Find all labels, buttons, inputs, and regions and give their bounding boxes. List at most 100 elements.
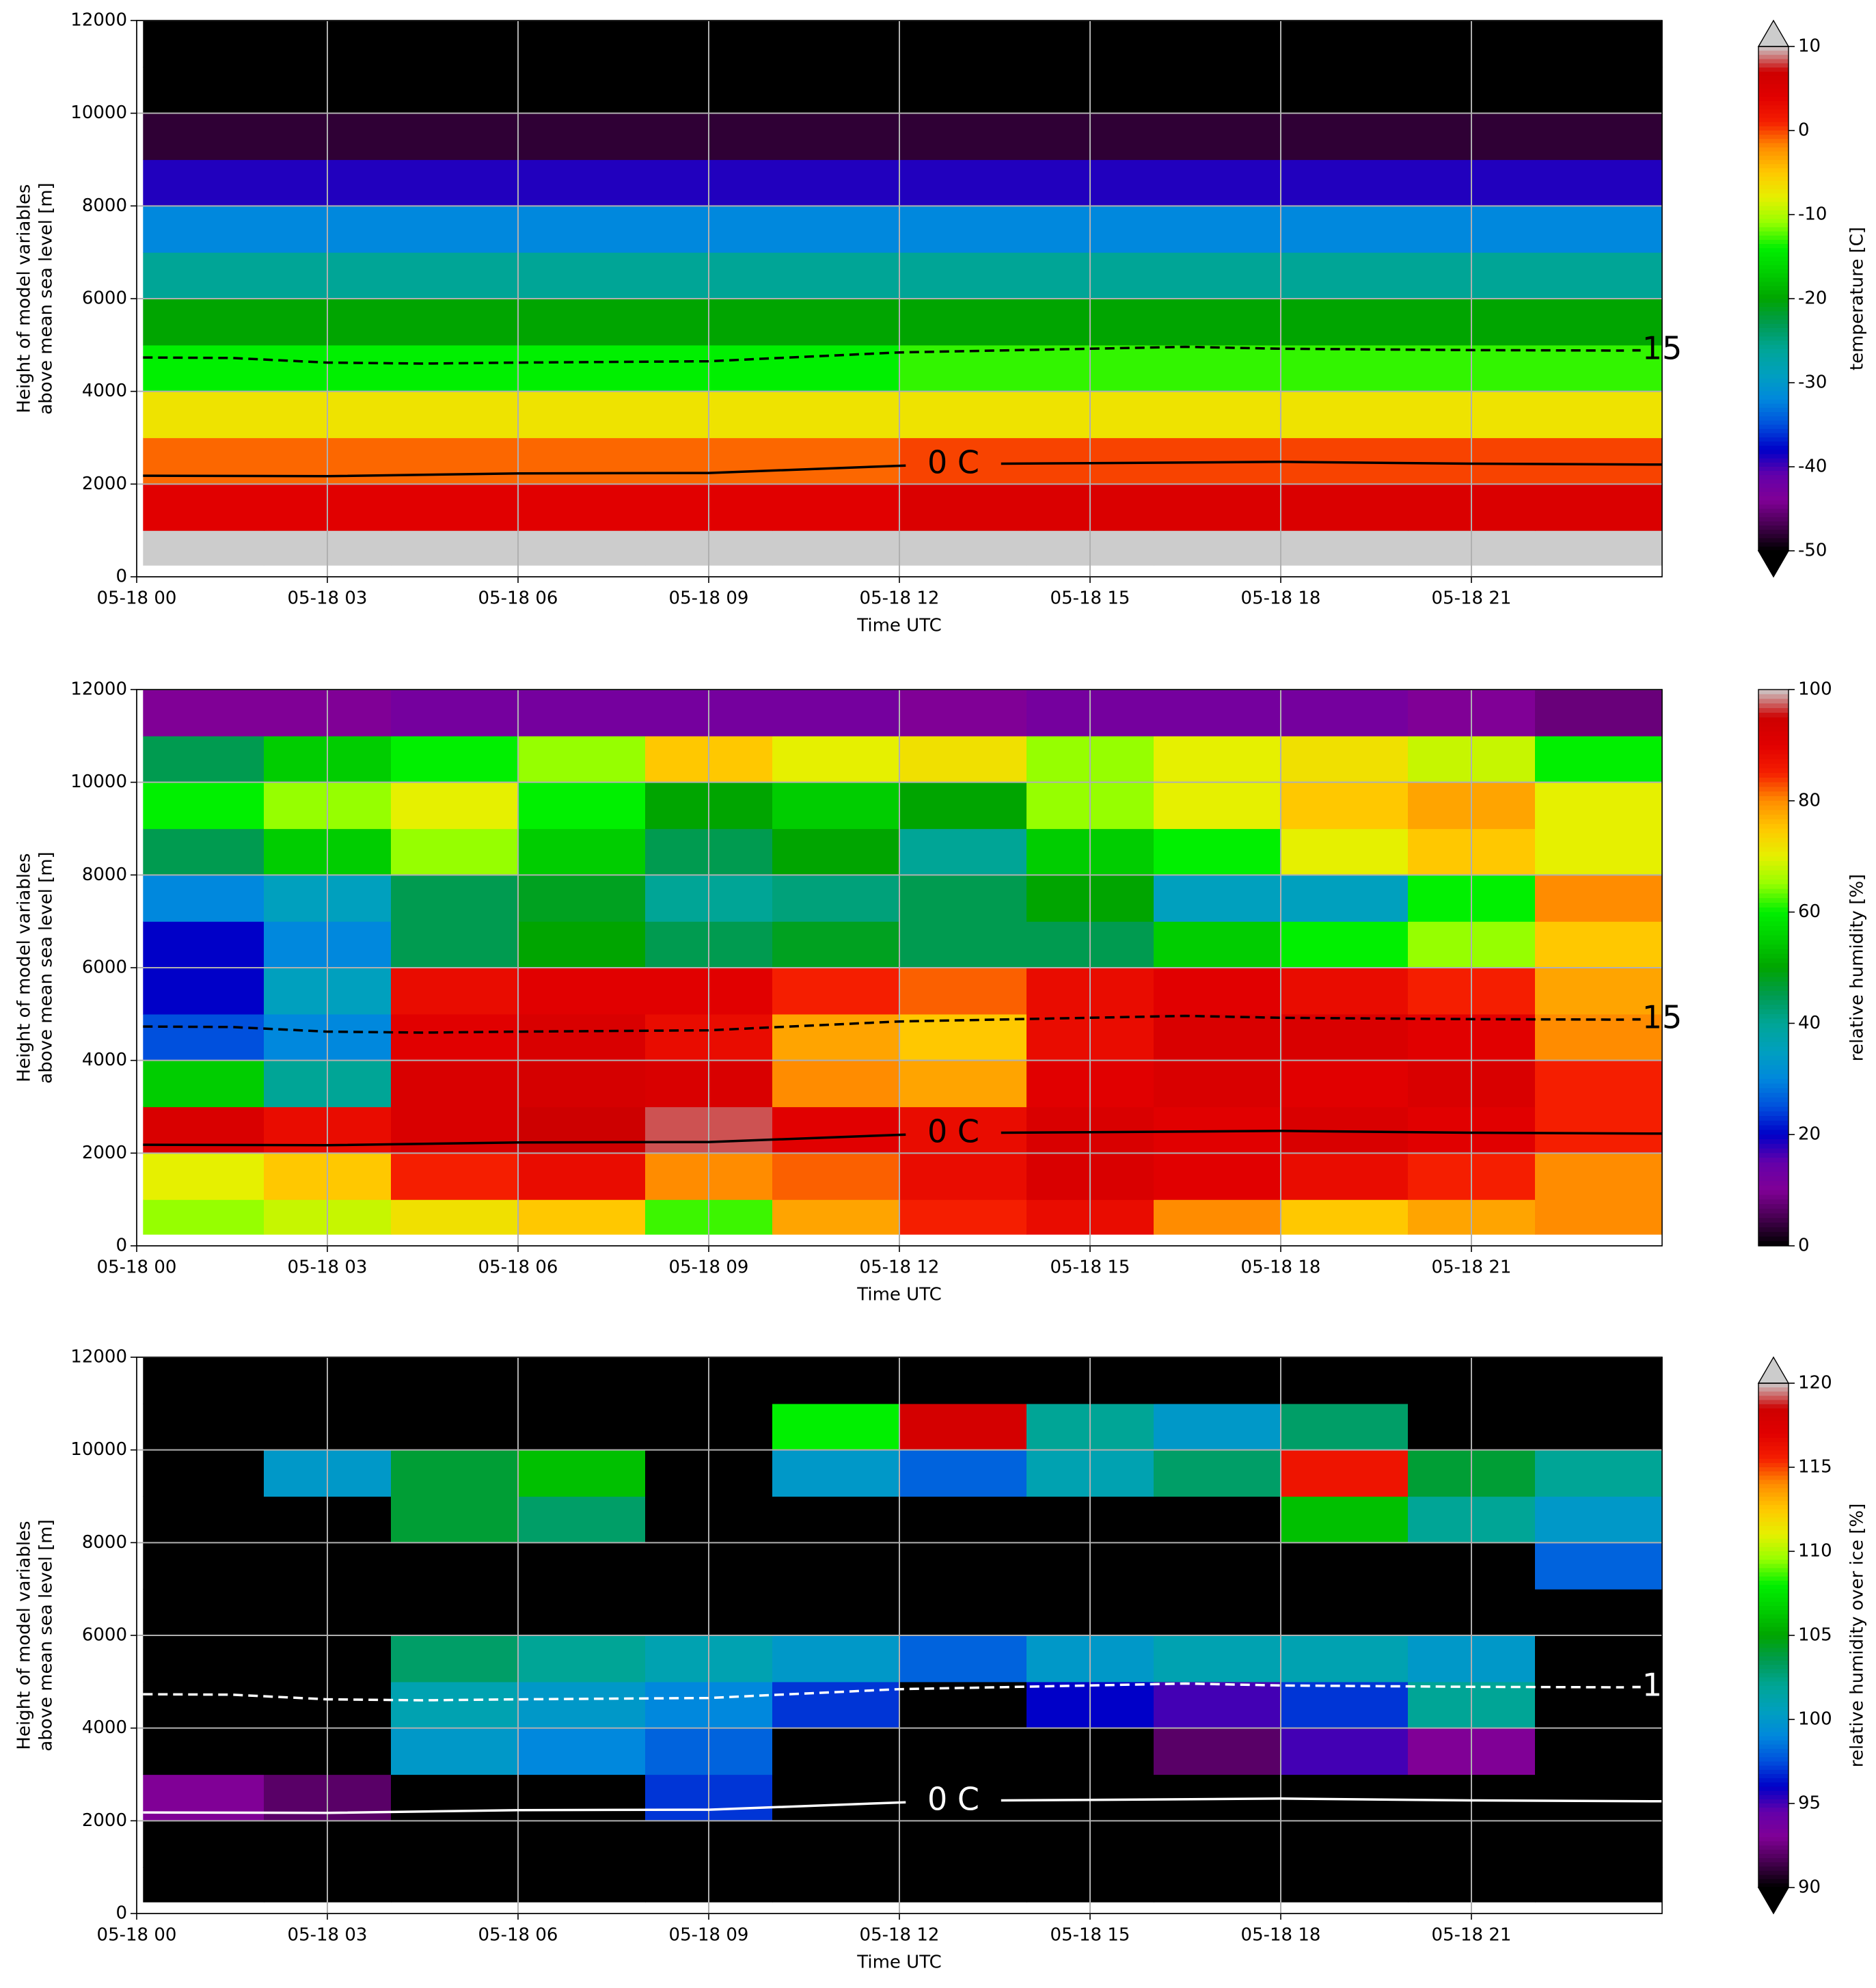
colorbar-segment bbox=[1758, 1803, 1789, 1808]
colorbar-tick-label: -30 bbox=[1798, 372, 1827, 393]
colorbar-segment bbox=[1758, 1028, 1789, 1033]
colorbar-segment bbox=[1758, 963, 1789, 968]
heatmap-cell bbox=[391, 484, 519, 531]
colorbar-segment bbox=[1758, 1702, 1789, 1708]
colorbar-segment bbox=[1758, 1816, 1789, 1821]
heatmap-cell bbox=[391, 1589, 519, 1636]
heatmap-cell bbox=[518, 113, 646, 161]
colorbar-segment bbox=[1758, 1736, 1789, 1741]
colorbar-segment bbox=[1758, 1475, 1789, 1481]
colorbar-extend-over bbox=[1757, 19, 1790, 47]
heatmap-cell bbox=[899, 690, 1027, 737]
heatmap-cell bbox=[391, 1449, 519, 1497]
heatmap-cell bbox=[391, 1681, 519, 1729]
colorbar-segment bbox=[1758, 703, 1789, 709]
colorbar-segment bbox=[1758, 462, 1789, 467]
heatmap-cell bbox=[143, 299, 264, 346]
heatmap-cell bbox=[1535, 1728, 1663, 1775]
heatmap-cell bbox=[772, 1060, 900, 1108]
colorbar-segment bbox=[1758, 399, 1789, 405]
colorbar-segment bbox=[1758, 903, 1789, 908]
colorbar-segment bbox=[1758, 986, 1789, 992]
heatmap-cell bbox=[1281, 1542, 1409, 1590]
colorbar-segment bbox=[1758, 1134, 1789, 1140]
heatmap-cell bbox=[143, 1357, 264, 1404]
heatmap-cell bbox=[518, 299, 646, 346]
colorbar-segment bbox=[1758, 84, 1789, 90]
colorbar-segment bbox=[1758, 1740, 1789, 1745]
heatmap-cell bbox=[1154, 921, 1281, 968]
colorbar-segment bbox=[1758, 441, 1789, 446]
heatmap-cell bbox=[1535, 206, 1663, 253]
heatmap-cell bbox=[1154, 206, 1281, 253]
colorbar-segment bbox=[1758, 1488, 1789, 1493]
heatmap-cell bbox=[1535, 828, 1663, 875]
heatmap-cell bbox=[143, 1106, 264, 1154]
heatmap-cell bbox=[1535, 921, 1663, 968]
x-tick-label: 05-18 06 bbox=[478, 588, 558, 609]
y-tick-label: 0 bbox=[115, 567, 127, 587]
colorbar-segment bbox=[1758, 1223, 1789, 1228]
x-tick-label: 05-18 18 bbox=[1241, 1257, 1321, 1278]
x-tick-label: 05-18 09 bbox=[669, 1257, 749, 1278]
heatmap-cell bbox=[1535, 484, 1663, 531]
x-tick-label: 05-18 21 bbox=[1432, 1257, 1512, 1278]
colorbar-segment bbox=[1758, 847, 1789, 853]
heatmap-cell bbox=[1535, 530, 1663, 566]
heatmap-cell bbox=[772, 21, 900, 68]
heatmap-cell bbox=[1281, 875, 1409, 922]
x-tick-label: 05-18 06 bbox=[478, 1925, 558, 1946]
colorbar-segment bbox=[1758, 1715, 1789, 1720]
heatmap-cell bbox=[1281, 21, 1409, 68]
colorbar-segment bbox=[1758, 542, 1789, 547]
colorbar-segment bbox=[1758, 1041, 1789, 1047]
heatmap-cell bbox=[391, 1153, 519, 1200]
colorbar-segment bbox=[1758, 407, 1789, 413]
heatmap-cell bbox=[899, 735, 1027, 783]
colorbar-segment bbox=[1758, 750, 1789, 755]
heatmap-cell bbox=[1154, 735, 1281, 783]
colorbar-segment bbox=[1758, 189, 1789, 194]
colorbar-segment bbox=[1758, 977, 1789, 982]
heatmap-cell bbox=[772, 437, 900, 485]
heatmap-cell bbox=[391, 690, 519, 737]
colorbar-segment bbox=[1758, 898, 1789, 903]
colorbar-segment bbox=[1758, 206, 1789, 211]
heatmap-cell bbox=[772, 113, 900, 161]
heatmap-cell bbox=[391, 1867, 519, 1903]
heatmap-cell bbox=[1281, 1589, 1409, 1636]
colorbar-segment bbox=[1758, 1032, 1789, 1038]
colorbar-segment bbox=[1758, 1425, 1789, 1430]
colorbar-segment bbox=[1758, 1125, 1789, 1131]
heatmap-cell bbox=[1281, 1013, 1409, 1061]
colorbar-segment bbox=[1758, 378, 1789, 383]
heatmap-cell bbox=[772, 1496, 900, 1543]
colorbar-segment bbox=[1758, 1689, 1789, 1695]
heatmap-cell bbox=[1154, 391, 1281, 439]
heatmap-cell bbox=[143, 875, 264, 922]
heatmap-cell bbox=[143, 782, 264, 830]
colorbar-segment bbox=[1758, 1618, 1789, 1624]
colorbar-segment bbox=[1758, 921, 1789, 927]
colorbar-segment bbox=[1758, 1597, 1789, 1603]
colorbar-segment bbox=[1758, 763, 1789, 769]
colorbar-segment bbox=[1758, 1866, 1789, 1871]
colorbar-segment bbox=[1758, 1757, 1789, 1762]
colorbar-segment bbox=[1758, 1505, 1789, 1510]
heatmap-cell bbox=[899, 484, 1027, 531]
colorbar-segment bbox=[1758, 458, 1789, 463]
colorbar-segment bbox=[1758, 248, 1789, 253]
heatmap-cell bbox=[1281, 484, 1409, 531]
heatmap-cell bbox=[391, 1821, 519, 1868]
colorbar-tick-label: 105 bbox=[1798, 1625, 1832, 1646]
colorbar-segment bbox=[1758, 534, 1789, 539]
colorbar-segment bbox=[1758, 328, 1789, 333]
colorbar-segment bbox=[1758, 92, 1789, 98]
heatmap-cell bbox=[1154, 782, 1281, 830]
colorbar-segment bbox=[1758, 139, 1789, 144]
colorbar-segment bbox=[1758, 303, 1789, 308]
colorbar-segment bbox=[1758, 508, 1789, 514]
heatmap-cell bbox=[1154, 1496, 1281, 1543]
colorbar-tick-label: 110 bbox=[1798, 1541, 1832, 1562]
colorbar-segment bbox=[1758, 1417, 1789, 1421]
